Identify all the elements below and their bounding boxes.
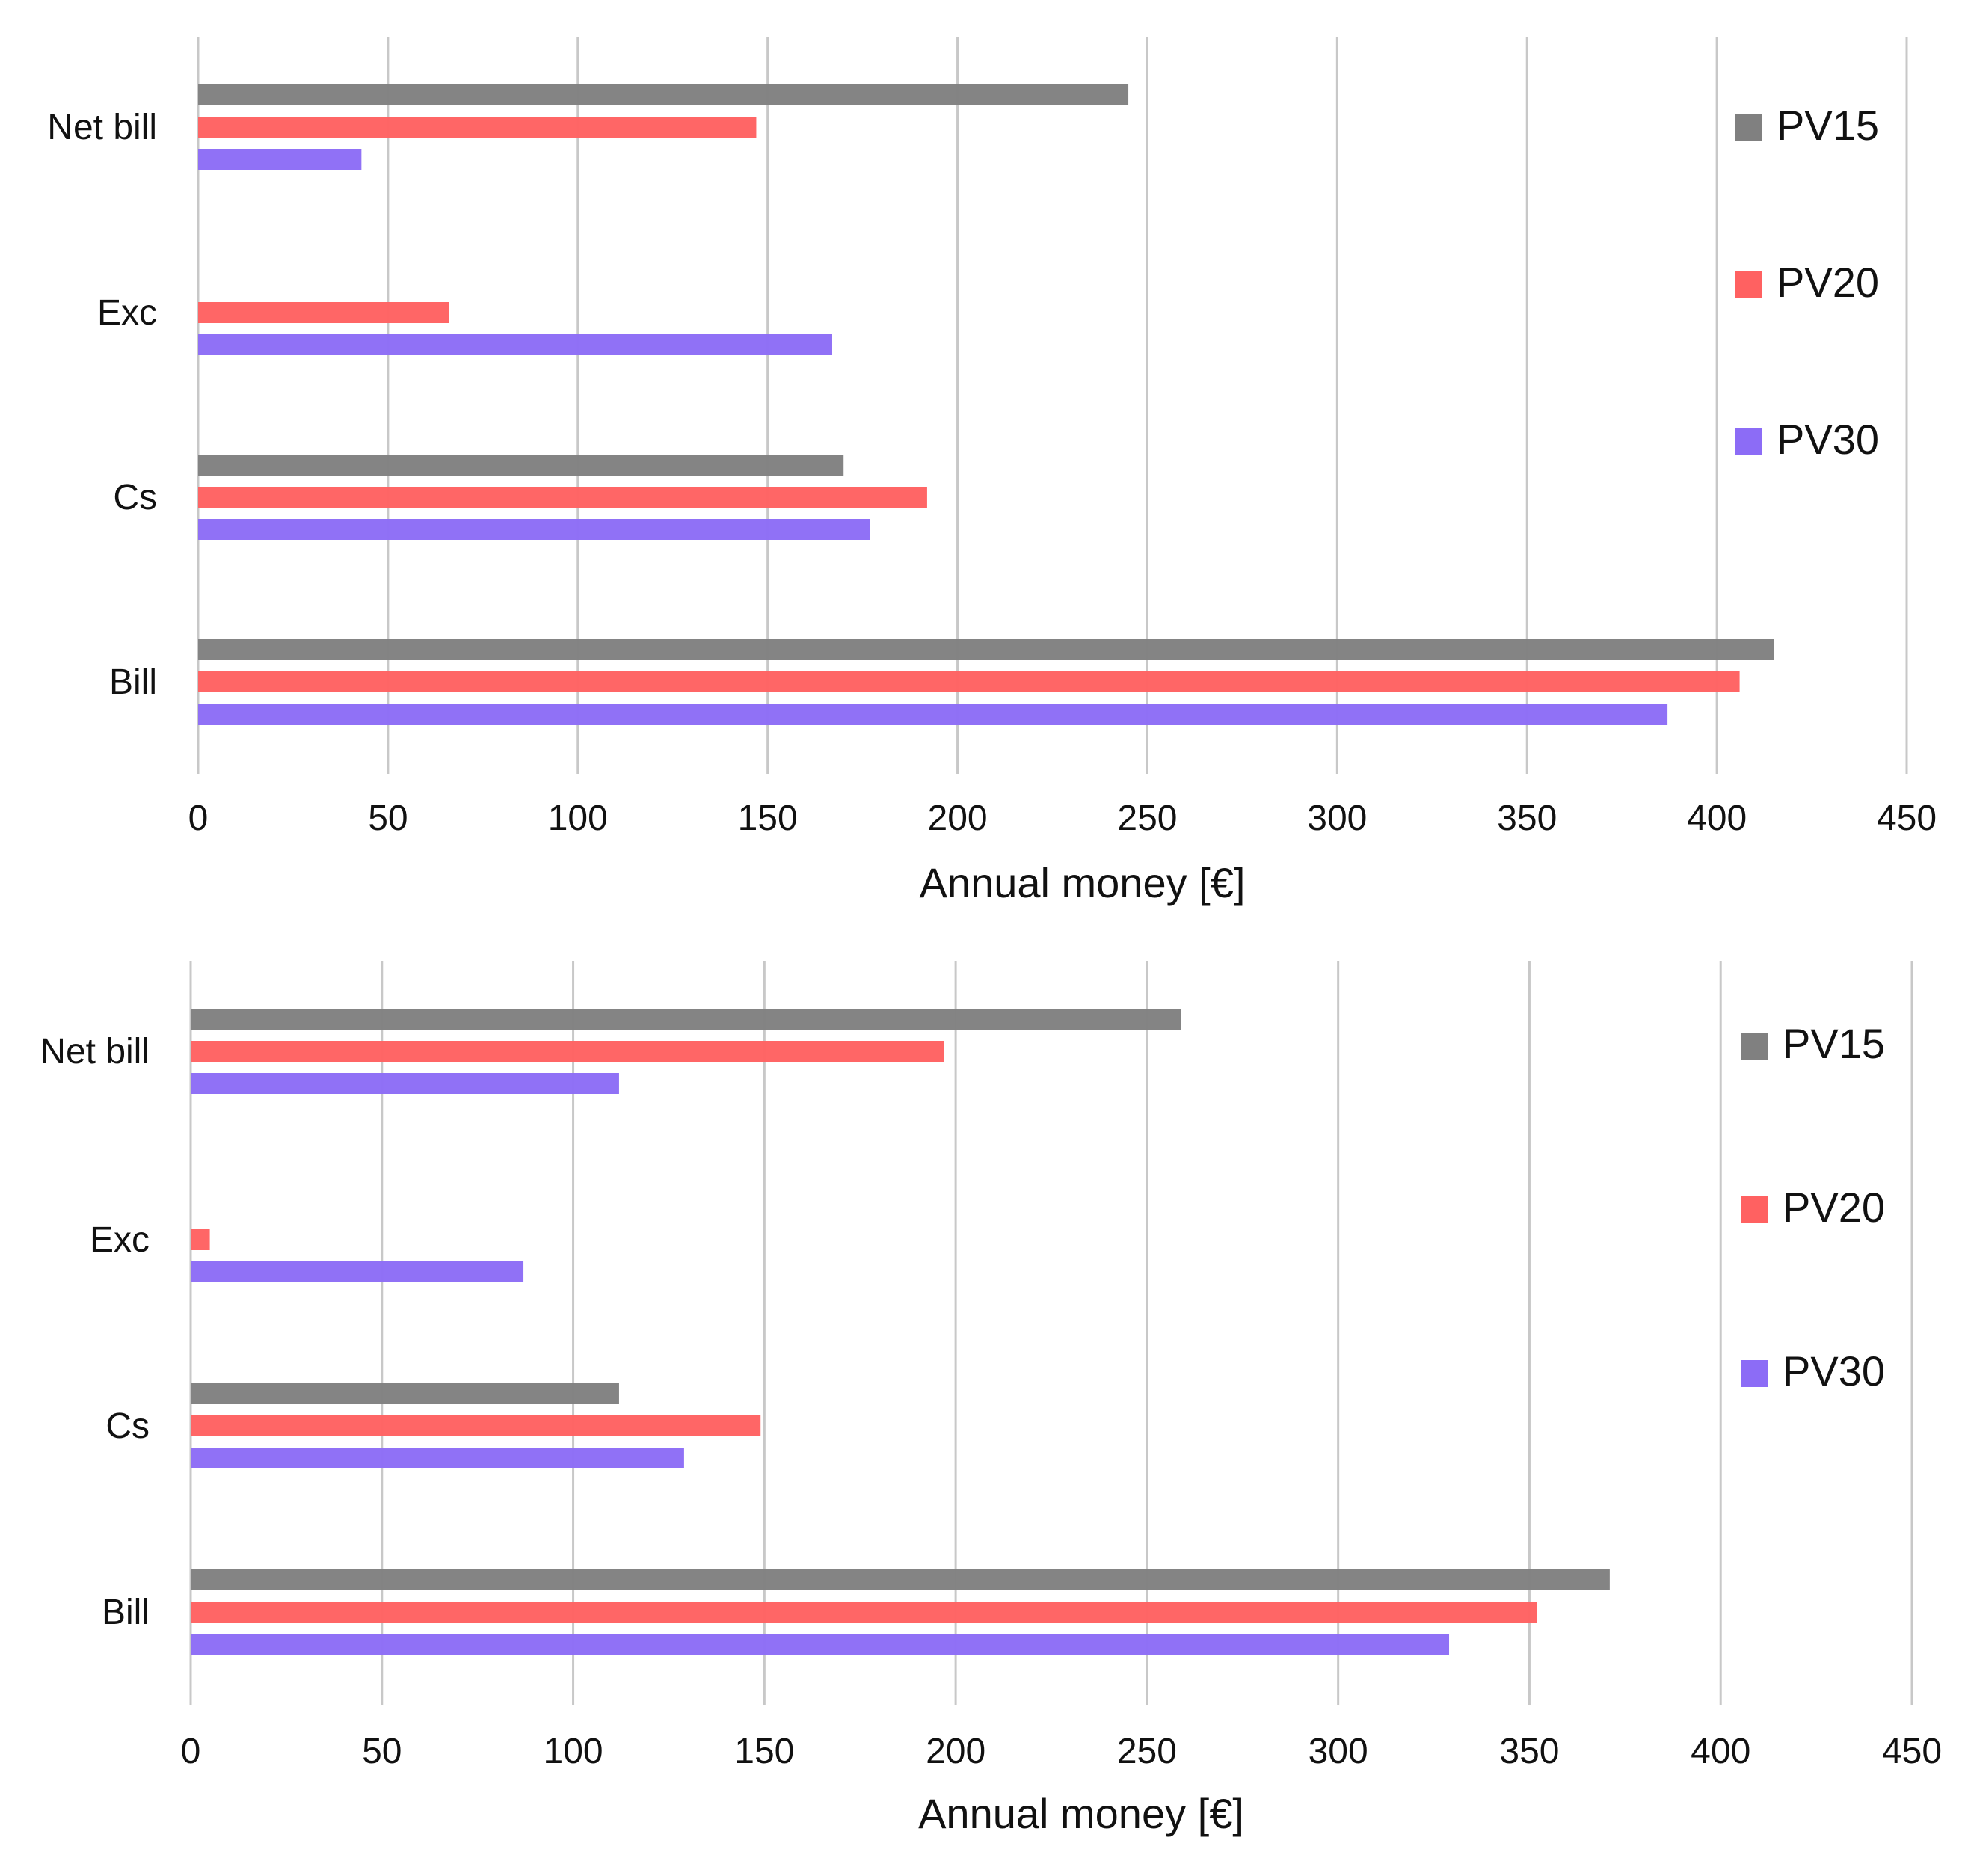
x-axis-title: Annual money [€] bbox=[918, 1790, 1244, 1837]
category-label: Bill bbox=[109, 662, 157, 702]
bar-pv20-exc bbox=[191, 1229, 210, 1250]
category-label: Exc bbox=[90, 1220, 150, 1260]
legend-swatch-pv15 bbox=[1741, 1033, 1768, 1060]
bar-pv20-bill bbox=[198, 671, 1740, 692]
bar-chart-top: 0 50 100 150 200 250 300 350 400 450 Net bill Exc Cs… bbox=[47, 37, 1937, 906]
x-tick-label: 50 bbox=[368, 799, 408, 838]
category-label: Net bill bbox=[40, 1032, 150, 1071]
x-tick-label: 50 bbox=[362, 1732, 402, 1771]
chart-panel-top: 0 50 100 150 200 250 300 350 400 450 Net bill Exc Cs… bbox=[0, 0, 1965, 935]
legend-label-pv15: PV15 bbox=[1777, 102, 1879, 149]
bar-pv30-exc bbox=[198, 334, 832, 355]
x-tick-label: 250 bbox=[1117, 1732, 1177, 1771]
bar-pv20-cs bbox=[198, 487, 927, 508]
bar-pv30-bill bbox=[191, 1634, 1450, 1655]
x-tick-label: 400 bbox=[1687, 799, 1747, 838]
legend-label-pv30: PV30 bbox=[1783, 1347, 1885, 1394]
x-tick-label: 450 bbox=[1882, 1732, 1942, 1771]
bar-pv30-bill bbox=[198, 704, 1668, 725]
chart-panel-bottom: 0 50 100 150 200 250 300 350 400 450 Net bill Exc Cs… bbox=[0, 935, 1965, 1876]
category-label: Net bill bbox=[47, 108, 157, 147]
bar-pv30-net-bill bbox=[191, 1073, 619, 1094]
x-tick-label: 150 bbox=[738, 799, 798, 838]
bar-chart-bottom: 0 50 100 150 200 250 300 350 400 450 Net bill Exc Cs… bbox=[40, 961, 1942, 1837]
category-label: Cs bbox=[113, 478, 157, 517]
legend-label-pv15: PV15 bbox=[1783, 1020, 1885, 1067]
x-tick-label: 350 bbox=[1497, 799, 1557, 838]
bar-pv15-net-bill bbox=[198, 84, 1129, 105]
bar-pv30-net-bill bbox=[198, 149, 362, 170]
legend-label-pv20: PV20 bbox=[1783, 1184, 1885, 1231]
legend-label-pv20: PV20 bbox=[1777, 259, 1879, 306]
x-tick-label: 300 bbox=[1309, 1732, 1368, 1771]
x-tick-label: 250 bbox=[1117, 799, 1177, 838]
x-tick-label: 300 bbox=[1307, 799, 1367, 838]
bar-pv15-bill bbox=[198, 639, 1774, 660]
bar-pv15-cs bbox=[191, 1383, 619, 1404]
x-axis-title: Annual money [€] bbox=[920, 859, 1246, 906]
x-tick-label: 400 bbox=[1691, 1732, 1750, 1771]
bar-pv20-cs bbox=[191, 1415, 761, 1436]
bar-pv20-net-bill bbox=[198, 117, 757, 138]
legend-label-pv30: PV30 bbox=[1777, 416, 1879, 463]
legend-swatch-pv15 bbox=[1735, 114, 1762, 141]
bar-pv15-bill bbox=[191, 1569, 1610, 1590]
legend-swatch-pv20 bbox=[1735, 271, 1762, 298]
legend-swatch-pv20 bbox=[1741, 1196, 1768, 1223]
x-tick-label: 450 bbox=[1877, 799, 1937, 838]
category-label: Exc bbox=[97, 293, 157, 333]
x-tick-label: 350 bbox=[1499, 1732, 1559, 1771]
x-tick-label: 200 bbox=[926, 1732, 985, 1771]
bar-pv20-net-bill bbox=[191, 1041, 944, 1062]
x-tick-label: 100 bbox=[548, 799, 608, 838]
legend-swatch-pv30 bbox=[1741, 1360, 1768, 1387]
category-label: Cs bbox=[105, 1406, 150, 1446]
bar-pv30-exc bbox=[191, 1261, 524, 1282]
x-tick-label: 200 bbox=[928, 799, 988, 838]
bar-pv30-cs bbox=[198, 519, 870, 540]
legend-swatch-pv30 bbox=[1735, 428, 1762, 455]
x-tick-label: 150 bbox=[734, 1732, 794, 1771]
bar-pv20-bill bbox=[191, 1602, 1537, 1623]
x-tick-label: 100 bbox=[544, 1732, 603, 1771]
x-tick-label: 0 bbox=[181, 1732, 201, 1771]
x-tick-label: 0 bbox=[188, 799, 209, 838]
bar-pv30-cs bbox=[191, 1448, 684, 1468]
category-label: Bill bbox=[102, 1593, 150, 1632]
bar-pv20-exc bbox=[198, 302, 449, 323]
bar-pv15-cs bbox=[198, 455, 844, 476]
bar-pv15-net-bill bbox=[191, 1009, 1181, 1030]
